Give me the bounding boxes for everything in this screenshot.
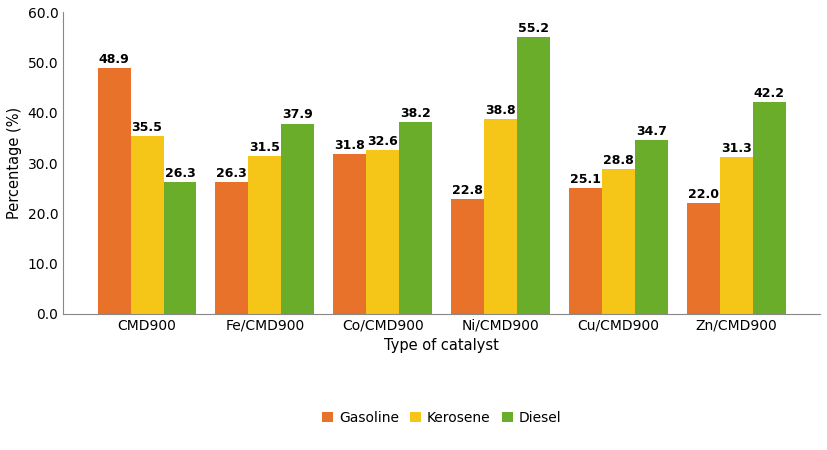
Bar	[131, 135, 164, 314]
X-axis label: Type of catalyst: Type of catalyst	[385, 338, 499, 353]
Bar	[635, 140, 668, 314]
Bar	[248, 156, 281, 314]
Bar	[215, 182, 248, 314]
Text: 31.3: 31.3	[721, 142, 752, 155]
Bar	[164, 182, 197, 314]
Text: 38.2: 38.2	[400, 107, 431, 120]
Bar	[98, 68, 131, 314]
Text: 31.8: 31.8	[334, 139, 365, 152]
Bar	[484, 119, 517, 314]
Text: 32.6: 32.6	[367, 135, 398, 148]
Bar	[333, 154, 366, 314]
Text: 31.5: 31.5	[250, 141, 280, 153]
Bar	[602, 169, 635, 314]
Bar	[686, 203, 719, 314]
Text: 25.1: 25.1	[570, 173, 601, 186]
Text: 37.9: 37.9	[283, 108, 313, 122]
Text: 42.2: 42.2	[753, 87, 785, 100]
Legend: Gasoline, Kerosene, Diesel: Gasoline, Kerosene, Diesel	[317, 405, 566, 431]
Text: 55.2: 55.2	[518, 22, 549, 35]
Text: 22.0: 22.0	[688, 189, 719, 202]
Bar	[753, 102, 786, 314]
Bar	[719, 157, 753, 314]
Bar	[569, 188, 602, 314]
Bar	[451, 199, 484, 314]
Text: 22.8: 22.8	[452, 184, 483, 198]
Text: 26.3: 26.3	[217, 167, 247, 180]
Text: 38.8: 38.8	[485, 104, 516, 117]
Y-axis label: Percentage (%): Percentage (%)	[7, 107, 22, 219]
Bar	[366, 150, 399, 314]
Bar	[517, 36, 550, 314]
Text: 26.3: 26.3	[165, 167, 195, 180]
Text: 28.8: 28.8	[603, 154, 633, 167]
Bar	[281, 123, 314, 314]
Text: 34.7: 34.7	[636, 125, 667, 138]
Text: 35.5: 35.5	[131, 121, 162, 134]
Bar	[399, 122, 433, 314]
Text: 48.9: 48.9	[98, 53, 129, 66]
